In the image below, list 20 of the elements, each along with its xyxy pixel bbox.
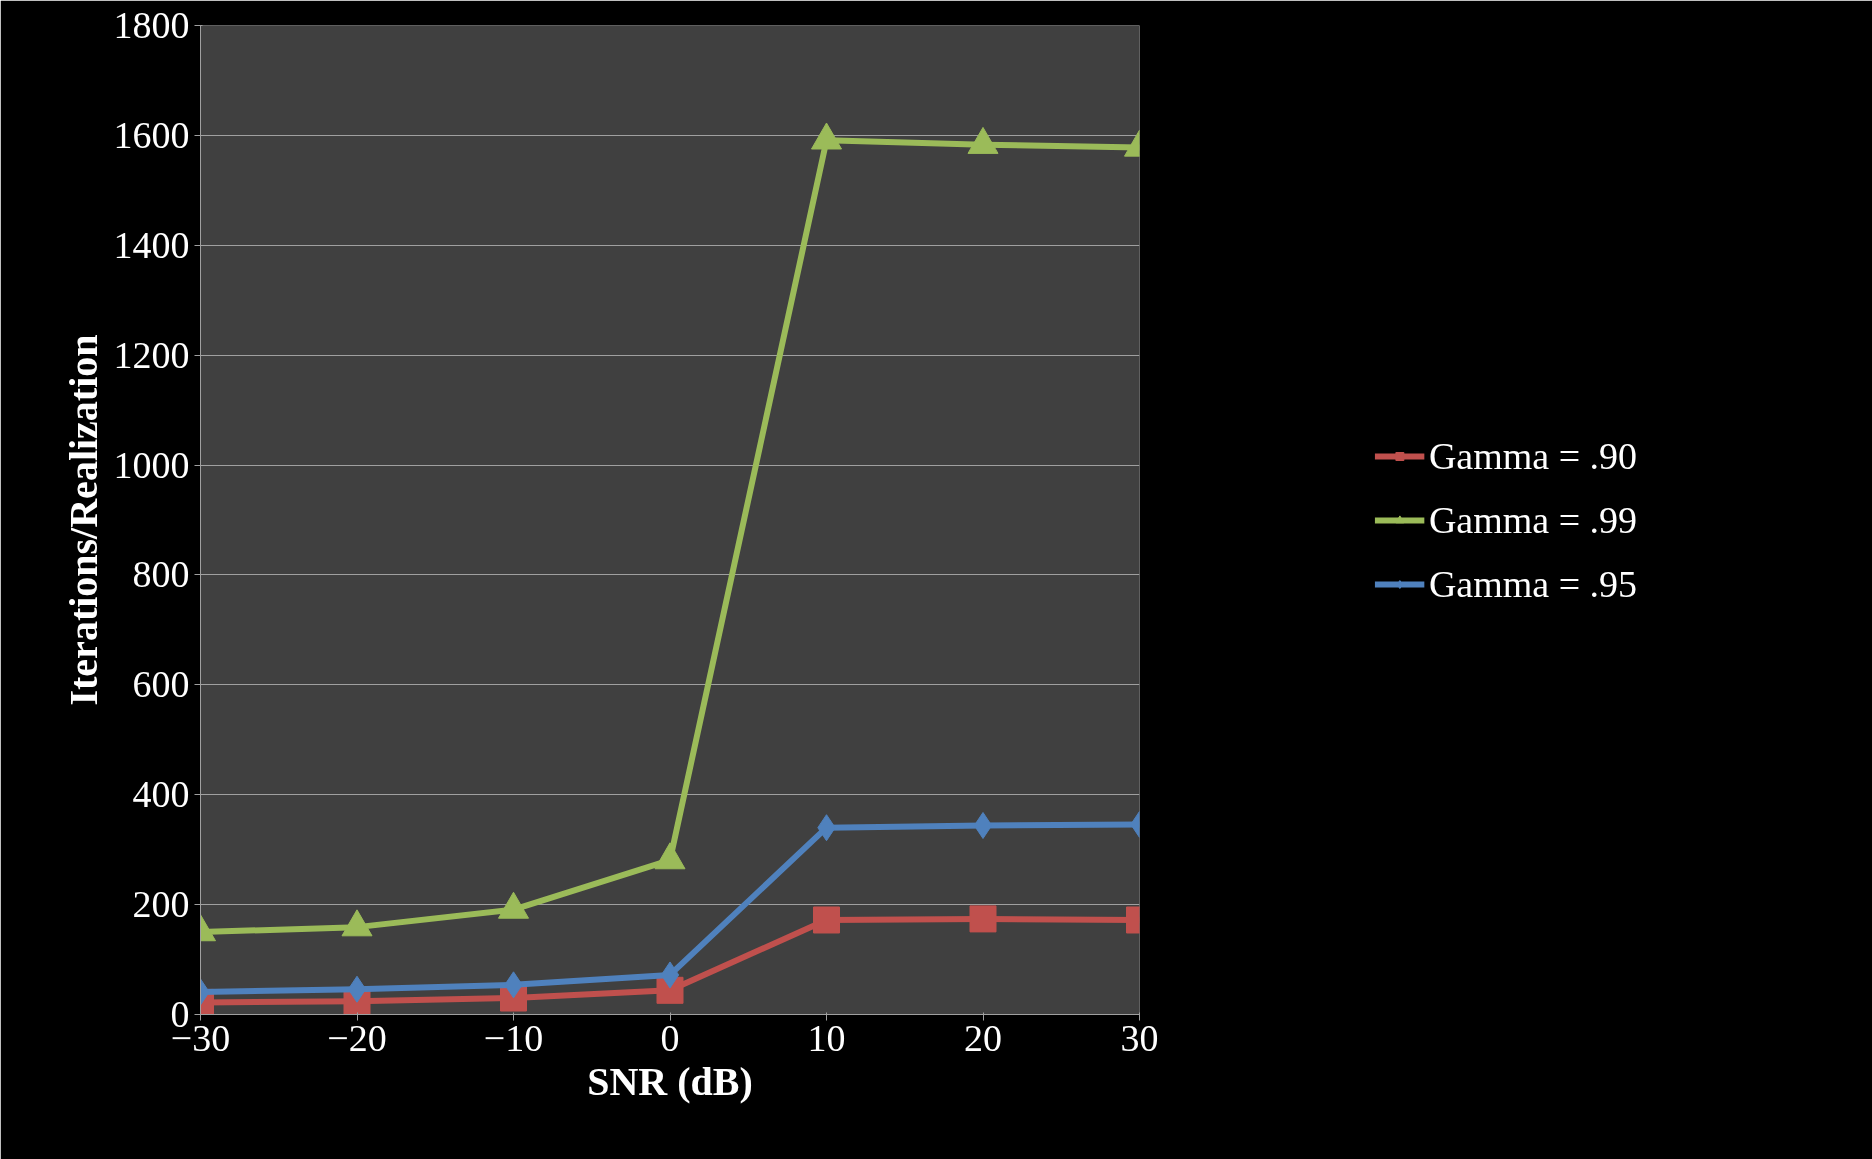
- x-tick-label: 0: [660, 1016, 680, 1059]
- y-tick-label: 1600: [113, 113, 190, 156]
- x-tick-label: −10: [483, 1016, 544, 1059]
- x-axis-title: SNR (dB): [587, 1058, 753, 1104]
- x-tick-label: 20: [964, 1016, 1002, 1059]
- legend-label: Gamma = .99: [1428, 497, 1638, 542]
- y-tick-label: 200: [132, 883, 190, 926]
- y-tick-label: 1000: [113, 443, 190, 486]
- y-tick-label: 1400: [113, 223, 190, 266]
- y-axis-title: Iterations/Realization: [60, 334, 106, 706]
- y-tick-label: 800: [132, 553, 190, 596]
- x-tick-label: 10: [807, 1016, 846, 1059]
- y-tick-label: 600: [132, 663, 190, 706]
- legend-label: Gamma = .90: [1428, 433, 1638, 478]
- y-tick-label: 400: [132, 773, 190, 816]
- y-tick-label: 1200: [113, 333, 190, 376]
- y-tick-label: 1800: [113, 4, 190, 46]
- x-tick-label: 30: [1120, 1016, 1159, 1059]
- legend-label: Gamma = .95: [1428, 561, 1638, 606]
- x-tick-label: −20: [327, 1016, 387, 1059]
